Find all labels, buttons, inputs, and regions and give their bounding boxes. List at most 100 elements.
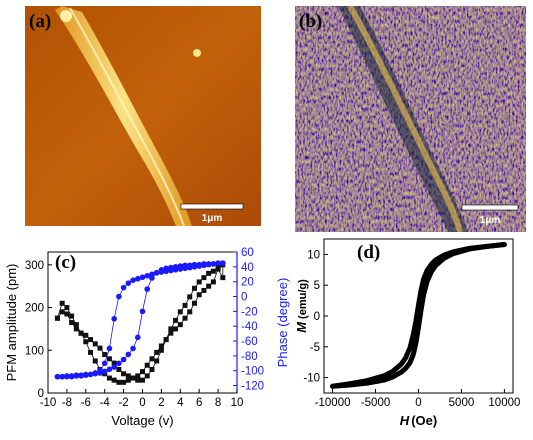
panel-d-label: (d) [357,242,380,263]
data-point [69,313,75,319]
data-point [163,337,169,343]
panel-d-mh-chart: -10000 -5000 0 5000 10000 -10 -5 0 5 10 H (Oe) M(emu… [294,238,520,428]
data-point [191,264,198,270]
data-point [215,266,221,272]
y-right-tick-label: 40 [241,262,254,274]
y-tick-label: 100 [25,345,44,357]
y-right-tick-label: 0 [241,292,247,304]
data-point [134,334,141,341]
data-point [83,339,89,345]
data-point [97,345,103,351]
panel-b-pfm-image [295,6,526,232]
y-tick-label: 10 [307,249,320,261]
data-point [59,373,65,380]
data-point [210,261,217,267]
data-point [177,309,183,315]
data-point [125,351,132,358]
data-point [144,286,151,292]
data-point [106,356,112,362]
data-point [106,375,112,381]
data-point [168,267,174,274]
data-point [78,373,84,379]
data-point [144,362,150,368]
data-point [97,367,103,374]
data-point [177,266,184,272]
data-point [125,280,132,286]
data-point [78,330,84,336]
data-point [92,341,98,347]
x-tick-label: 2 [158,397,164,409]
data-point [154,358,160,364]
panel-c-pfm-chart: -10 -8 -6 -4 -2 0 2 4 6 8 100100200300-120-100-80-… [4,247,290,428]
data-point [186,264,193,271]
data-point [130,277,136,284]
y-right-axis-label: Phase (degree) [275,278,290,368]
data-point [68,373,75,380]
data-point [116,293,122,300]
data-point [220,260,226,266]
data-point [149,356,155,362]
data-point [59,300,65,306]
y-tick-label: 5 [314,280,320,292]
data-point [149,367,155,372]
data-point [106,366,113,373]
data-point [64,311,70,317]
data-point [111,364,117,370]
data-point [210,279,216,285]
data-point [73,322,79,328]
data-point [73,373,80,379]
data-point [130,375,136,381]
data-point [163,268,169,275]
x-tick-label: 0 [415,397,421,409]
y-tick-label: -10 [303,373,320,385]
data-point [121,379,127,385]
data-point [106,345,113,352]
x-tick-label: -10 [40,397,57,409]
data-point [120,284,127,291]
y-right-tick-label: 20 [241,277,254,289]
y-axis-label: M(emu/g) [294,279,309,333]
data-point [144,272,151,279]
panel-b-label: (b) [299,11,322,32]
data-point [83,332,89,338]
data-point [140,377,145,383]
data-point [101,368,108,375]
y-right-tick-label: 60 [241,247,254,259]
y-tick-label: 0 [314,311,320,323]
data-point [182,302,188,308]
data-point [121,371,127,377]
panel-a-scalebar: 1μm [180,203,244,224]
data-point [92,358,98,364]
data-point [196,279,202,285]
data-point [187,294,193,300]
data-point [116,360,122,367]
data-point [201,262,207,269]
particle [193,49,201,57]
x-tick-label: 4 [177,397,184,409]
data-point [182,265,188,272]
data-point [102,352,108,358]
data-point [88,349,94,355]
data-point [69,320,75,325]
mh-branch-1 [330,242,507,389]
data-point [206,270,212,276]
data-point [144,373,150,379]
data-point [59,309,65,315]
data-point [173,326,179,332]
data-point [139,274,146,281]
data-point [120,356,127,363]
data-point [111,360,117,366]
x-tick-label: 10 [231,397,244,409]
panel-a-label: (a) [29,11,51,32]
y-tick-label: 300 [25,260,44,272]
data-point [135,377,141,383]
data-point [201,275,207,281]
data-point [172,267,179,273]
x-tick-label: 5000 [449,397,475,409]
x-tick-label: 8 [215,397,221,409]
data-point [64,373,70,380]
panel-a-afm-image [25,6,261,226]
data-point [87,371,94,378]
data-point [140,369,145,375]
